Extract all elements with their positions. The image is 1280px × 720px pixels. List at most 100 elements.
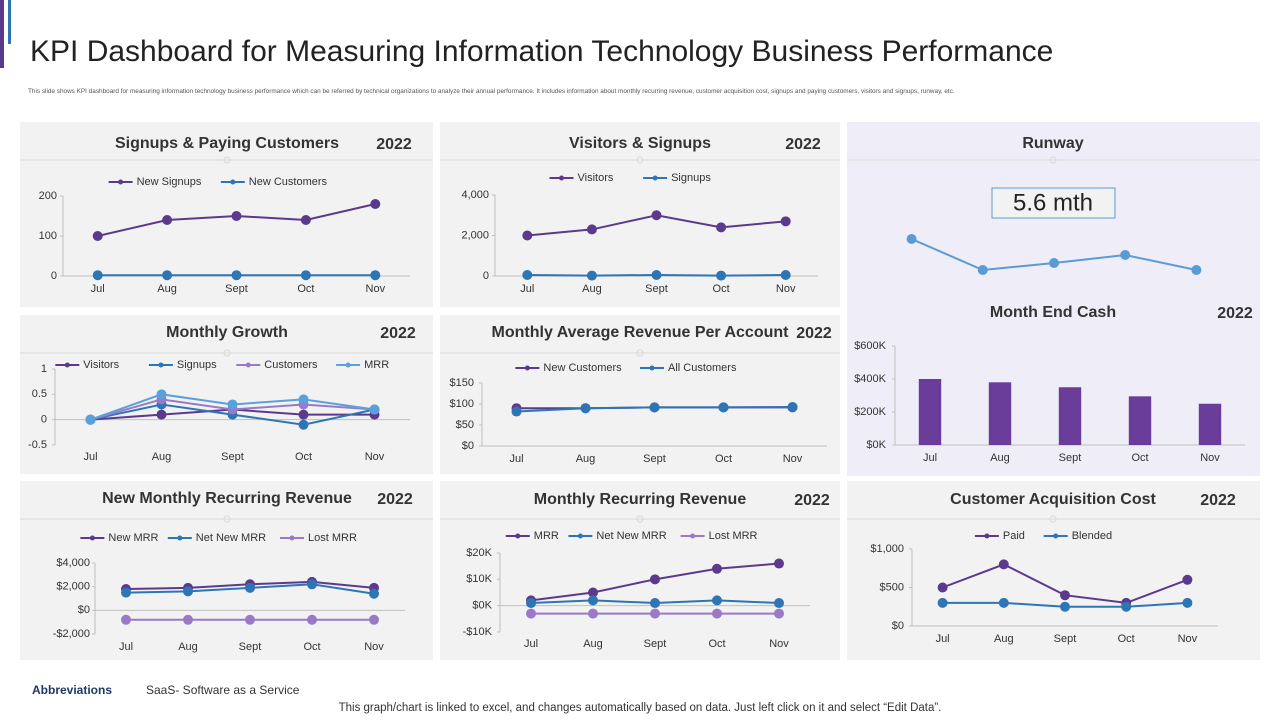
data-point [227, 399, 238, 410]
x-tick-label: Aug [576, 453, 596, 465]
data-point [588, 608, 598, 619]
abbreviations-label: Abbreviations [32, 683, 112, 697]
x-tick-label: Nov [365, 451, 385, 463]
legend-marker [89, 535, 95, 541]
data-point [162, 215, 173, 225]
data-point [245, 582, 255, 593]
x-tick-label: Sept [1059, 452, 1082, 464]
data-point [716, 222, 727, 233]
data-point [1060, 590, 1070, 601]
x-tick-label: Jul [936, 633, 950, 645]
data-point [649, 402, 660, 413]
bar [988, 382, 1012, 445]
x-tick-label: Jul [83, 451, 97, 463]
data-point [712, 563, 722, 574]
legend-label: Paid [1003, 530, 1025, 542]
divider-ornament [636, 349, 644, 357]
data-point [162, 270, 173, 281]
legend-label: All Customers [668, 362, 737, 374]
chart-year: 2022 [785, 136, 821, 153]
data-point [780, 216, 791, 227]
chart-title: Monthly Recurring Revenue [534, 491, 747, 508]
legend-marker [245, 362, 251, 368]
y-tick-label: 200 [39, 190, 57, 202]
data-point [307, 579, 317, 590]
x-tick-label: Oct [713, 283, 730, 295]
x-tick-label: Jul [509, 453, 523, 465]
legend-marker [345, 362, 351, 368]
data-point [651, 269, 662, 280]
legend-marker [289, 535, 295, 541]
chart-title: Month End Cash [990, 304, 1116, 321]
bar [1128, 396, 1152, 445]
data-point [586, 270, 597, 281]
x-tick-label: Sept [225, 283, 248, 295]
legend-marker [524, 365, 530, 371]
data-point [977, 265, 988, 275]
data-point [369, 404, 380, 415]
data-point [774, 598, 784, 609]
y-tick-label: 100 [39, 230, 57, 242]
data-point [651, 210, 662, 221]
legend-label: New Customers [543, 362, 622, 374]
y-tick-label: $0 [892, 620, 904, 632]
data-point [298, 394, 309, 405]
accent-bar [8, 0, 11, 44]
data-point [774, 558, 784, 569]
y-tick-label: $1,000 [870, 543, 904, 555]
data-point [231, 270, 242, 281]
panel [440, 481, 840, 660]
data-point [92, 270, 103, 281]
data-point [787, 401, 798, 412]
legend-marker [515, 533, 521, 539]
data-point [183, 586, 193, 597]
data-point [300, 215, 311, 225]
data-point [92, 231, 103, 241]
legend-marker [158, 362, 164, 368]
bar [918, 379, 942, 445]
data-point [1060, 601, 1070, 612]
y-tick-label: 0 [41, 414, 47, 426]
x-tick-label: Oct [295, 451, 312, 463]
legend-marker [652, 175, 658, 181]
x-tick-label: Oct [303, 641, 320, 653]
y-tick-label: $10K [466, 573, 492, 585]
x-tick-label: Sept [643, 453, 666, 465]
y-tick-label: $200K [854, 406, 886, 418]
data-point [1182, 597, 1193, 608]
data-point [1121, 601, 1132, 612]
y-tick-label: -$10K [463, 626, 493, 638]
chart-title: Visitors & Signups [569, 135, 711, 152]
y-tick-label: $0K [866, 439, 886, 451]
data-point [298, 419, 309, 430]
x-tick-label: Aug [582, 283, 602, 295]
y-tick-label: $500 [880, 581, 904, 593]
divider-ornament [1049, 156, 1057, 164]
panel [440, 315, 840, 474]
x-tick-label: Aug [583, 638, 603, 650]
data-point [712, 595, 722, 606]
data-point [231, 211, 242, 221]
y-tick-label: $100 [450, 398, 474, 410]
data-point [307, 614, 317, 625]
data-point [156, 389, 167, 400]
x-tick-label: Jul [91, 283, 105, 295]
data-point [369, 588, 379, 599]
headline-box [991, 187, 1116, 219]
data-point [712, 608, 722, 619]
data-point [522, 269, 533, 280]
data-point [774, 608, 784, 619]
x-tick-label: Oct [297, 283, 314, 295]
data-point [121, 614, 131, 625]
page-title: KPI Dashboard for Measuring Information … [30, 35, 1053, 68]
x-tick-label: Aug [157, 283, 177, 295]
y-tick-label: $0 [78, 604, 90, 616]
chart-title: Customer Acquisition Cost [950, 491, 1156, 508]
legend-marker [984, 533, 990, 539]
y-tick-label: $0K [472, 600, 492, 612]
data-point [522, 230, 533, 241]
data-point [588, 595, 598, 606]
x-tick-label: Nov [783, 453, 803, 465]
data-point [526, 608, 536, 619]
